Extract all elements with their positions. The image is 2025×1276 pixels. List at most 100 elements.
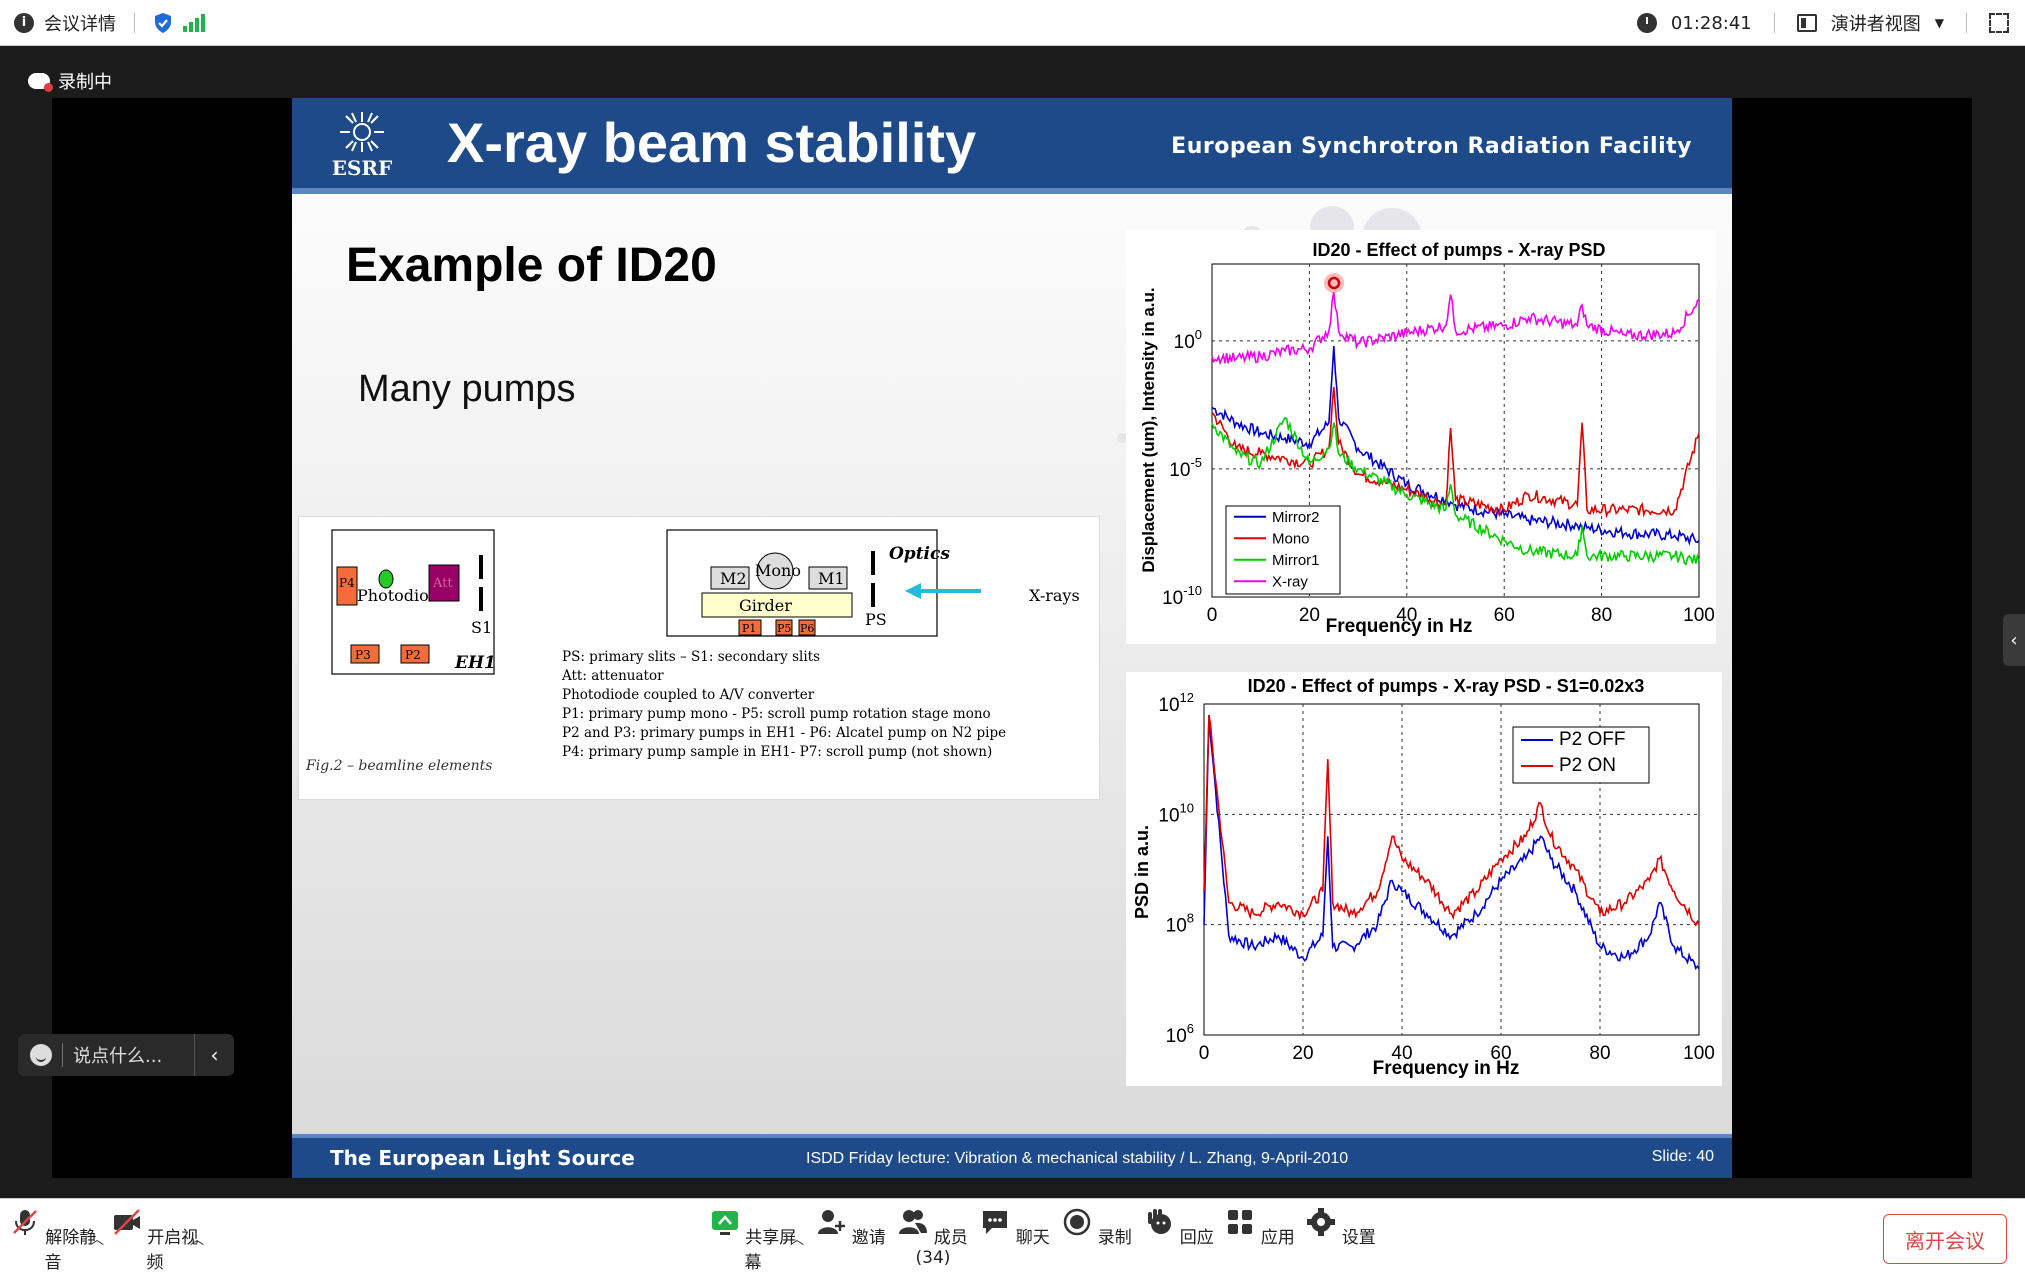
record-button[interactable]: 录制 bbox=[1052, 1207, 1142, 1248]
slide-number: Slide: 40 bbox=[1651, 1148, 1714, 1165]
legend-label: X-ray bbox=[1272, 573, 1308, 590]
apps-grid-icon bbox=[1228, 1210, 1253, 1234]
pump-p6 bbox=[798, 619, 816, 636]
chat-icon bbox=[983, 1211, 1008, 1234]
divider bbox=[1966, 13, 1967, 33]
recording-indicator: 录制中 bbox=[28, 68, 112, 94]
series-line-p2-off bbox=[1203, 714, 1700, 971]
slit-ps-bottom bbox=[871, 583, 875, 607]
leave-meeting-button[interactable]: 离开会议 bbox=[1883, 1214, 2007, 1264]
label-m1: M1 bbox=[818, 569, 845, 588]
unmute-button[interactable]: 解除静音 bbox=[8, 1207, 98, 1273]
reaction-hand-icon bbox=[1148, 1209, 1172, 1234]
info-icon[interactable]: i bbox=[14, 12, 34, 33]
y-tick-label: 10-10 bbox=[1162, 583, 1202, 609]
chevron-up-icon[interactable]: ︿ bbox=[90, 1232, 104, 1248]
reactions-label: 回应 bbox=[1179, 1228, 1214, 1248]
figure-caption: Fig.2 – beamline elements bbox=[305, 758, 492, 774]
attenuator bbox=[428, 564, 460, 602]
meeting-info-link[interactable]: 会议详情 bbox=[44, 13, 116, 35]
psd-chart-1: ID20 - Effect of pumps - X-ray PSD 0 20 40… bbox=[1126, 230, 1716, 644]
series-line-p2-on bbox=[1203, 714, 1700, 927]
top-bar: i 会议详情 01:28:41 演讲者视图 ▼ bbox=[0, 0, 2025, 46]
share-screen-button[interactable]: 共享屏幕 bbox=[708, 1207, 798, 1273]
footer-lecture: ISDD Friday lecture: Vibration & mechani… bbox=[806, 1150, 1349, 1167]
label-mono: Mono bbox=[755, 561, 801, 580]
x-tick-label: 40 bbox=[1391, 1043, 1412, 1064]
logo-text: ESRF bbox=[331, 156, 393, 180]
label-s1: S1 bbox=[471, 618, 492, 637]
apps-button[interactable]: 应用 bbox=[1215, 1207, 1305, 1248]
chevron-up-icon[interactable]: ︿ bbox=[190, 1232, 204, 1248]
chat-placeholder[interactable]: 说点什么... bbox=[73, 1046, 163, 1067]
invite-label: 邀请 bbox=[851, 1228, 886, 1248]
label-optics: Optics bbox=[889, 544, 950, 564]
slit-ps-top bbox=[871, 551, 875, 575]
network-signal-icon[interactable] bbox=[183, 13, 205, 32]
optics-hutch bbox=[666, 529, 938, 637]
x-axis-label: Frequency in Hz bbox=[1373, 1058, 1520, 1079]
emoji-icon[interactable] bbox=[30, 1044, 52, 1066]
x-tick-label: 20 bbox=[1292, 1043, 1313, 1064]
view-mode-selector[interactable]: 演讲者视图 bbox=[1830, 14, 1921, 35]
chart-title: ID20 - Effect of pumps - X-ray PSD bbox=[1312, 240, 1605, 260]
x-axis-label: Frequency in Hz bbox=[1326, 616, 1473, 637]
label-p4: P4 bbox=[339, 576, 355, 590]
slide-subheading: Many pumps bbox=[358, 368, 576, 410]
settings-label: 设置 bbox=[1341, 1228, 1376, 1248]
sunburst-icon bbox=[340, 112, 384, 152]
mono bbox=[756, 552, 794, 590]
shield-icon[interactable] bbox=[153, 12, 173, 34]
cloud-record-icon bbox=[28, 73, 53, 92]
invite-button[interactable]: 邀请 bbox=[806, 1207, 896, 1248]
record-icon bbox=[1064, 1208, 1091, 1236]
y-axis-label: Displacement (um), Intensity in a.u. bbox=[1139, 287, 1158, 572]
series-line-mirror1 bbox=[1211, 416, 1700, 566]
clock-icon bbox=[1636, 13, 1657, 33]
gear-icon bbox=[1307, 1208, 1336, 1236]
arrow-head-icon bbox=[905, 583, 921, 599]
pump-p1 bbox=[738, 619, 762, 636]
share-screen-label: 共享屏幕 bbox=[744, 1228, 797, 1273]
side-panel-toggle[interactable]: ‹ bbox=[2003, 614, 2025, 666]
label-girder: Girder bbox=[739, 596, 792, 615]
fullscreen-icon[interactable] bbox=[1989, 13, 2009, 33]
x-tick-label: 80 bbox=[1591, 605, 1612, 626]
chevron-down-icon[interactable]: ▼ bbox=[1934, 16, 1944, 30]
x-tick-label: 20 bbox=[1299, 605, 1320, 626]
divider bbox=[134, 12, 135, 33]
chat-input-box[interactable]: 说点什么... ‹ bbox=[18, 1034, 234, 1076]
photodiode bbox=[378, 569, 394, 589]
chart-legend: Mirror2 Mono Mirror1 X-ray bbox=[1225, 505, 1341, 595]
mirror-m2 bbox=[710, 566, 750, 590]
meeting-timer: 01:28:41 bbox=[1670, 12, 1752, 34]
unmute-label: 解除静音 bbox=[44, 1228, 97, 1273]
reactions-button[interactable]: 回应 bbox=[1134, 1207, 1224, 1248]
label-p6: P6 bbox=[800, 622, 814, 635]
chat-button[interactable]: 聊天 bbox=[970, 1207, 1060, 1248]
speaker-view-icon[interactable] bbox=[1796, 14, 1817, 32]
apps-label: 应用 bbox=[1260, 1228, 1295, 1248]
chat-label: 聊天 bbox=[1015, 1228, 1050, 1248]
figure-note: Photodiode coupled to A/V converter bbox=[562, 687, 815, 703]
share-screen-icon bbox=[711, 1211, 738, 1235]
start-video-button[interactable]: 开启视频 bbox=[110, 1207, 200, 1273]
series-line-x-ray bbox=[1211, 292, 1700, 366]
figure-note: PS: primary slits – S1: secondary slits bbox=[562, 649, 820, 665]
y-tick-label: 10-5 bbox=[1169, 455, 1202, 481]
pump-p5 bbox=[775, 619, 793, 636]
chevron-up-icon[interactable]: ︿ bbox=[790, 1232, 804, 1248]
legend-box bbox=[1225, 505, 1341, 595]
settings-button[interactable]: 设置 bbox=[1296, 1207, 1386, 1248]
footer-brand: The European Light Source bbox=[330, 1146, 635, 1170]
chevron-left-icon[interactable]: ‹ bbox=[194, 1034, 234, 1076]
legend-label: Mono bbox=[1272, 530, 1310, 547]
x-tick-label: 0 bbox=[1207, 605, 1218, 626]
chart-legend: P2 OFF P2 ON bbox=[1512, 726, 1650, 784]
pump-p3 bbox=[350, 644, 380, 664]
pointer-icon bbox=[1327, 276, 1341, 290]
members-button[interactable]: 成员(34) bbox=[888, 1207, 978, 1268]
record-label: 录制 bbox=[1097, 1228, 1132, 1248]
y-axis-label: PSD in a.u. bbox=[1132, 825, 1152, 919]
series-line-mirror2 bbox=[1211, 345, 1700, 546]
